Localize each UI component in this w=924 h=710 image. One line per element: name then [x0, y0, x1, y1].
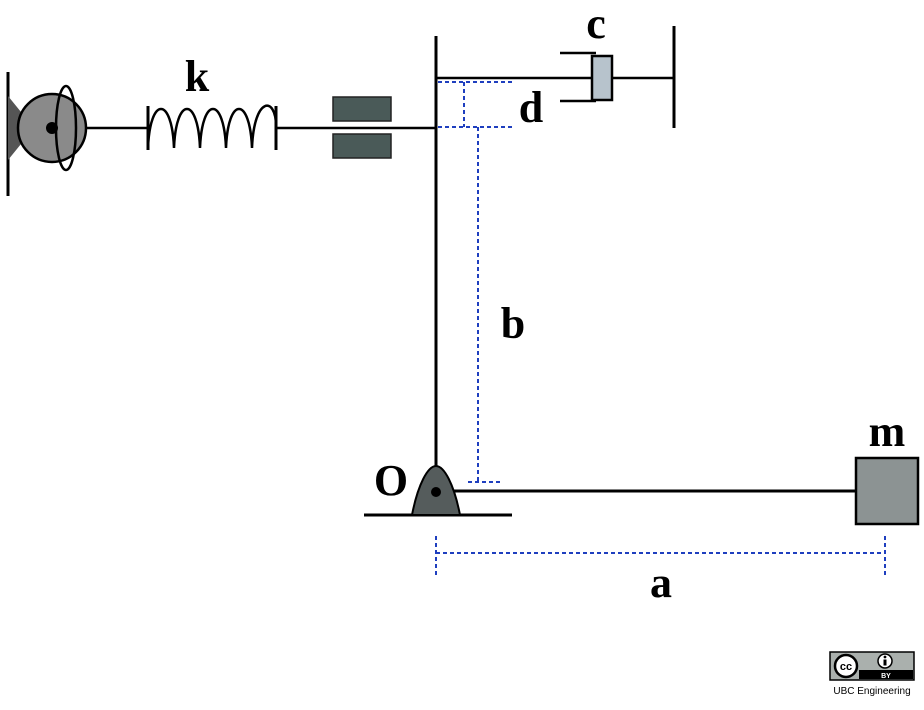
pivot-label: O: [374, 456, 408, 505]
dimension-d: [438, 81, 514, 128]
offset-label: d: [519, 83, 543, 132]
pivot-pin: [431, 487, 441, 497]
wheel: [16, 84, 88, 172]
by-text: BY: [881, 673, 891, 680]
cc-text: cc: [840, 661, 852, 673]
dimension-b: [468, 127, 500, 483]
dimension-a: [435, 536, 886, 578]
arm-length-label: a: [650, 558, 672, 607]
damper: [436, 26, 676, 128]
upper-pad: [332, 96, 392, 122]
damper-piston: [590, 54, 614, 102]
pivot: [364, 464, 512, 517]
spring: [146, 104, 278, 150]
damper-label: c: [586, 0, 606, 48]
cc-by-license-badge: cc BY: [829, 651, 915, 681]
height-label: b: [501, 299, 525, 348]
mass-block: [854, 456, 920, 526]
credit-text: UBC Engineering: [833, 686, 910, 697]
wheel-axle-dot: [46, 122, 58, 134]
cc-icon: [833, 653, 859, 679]
guide-pads: [332, 96, 392, 159]
spring-label: k: [185, 52, 210, 101]
mass-label: m: [869, 407, 906, 456]
lower-pad: [332, 133, 392, 159]
